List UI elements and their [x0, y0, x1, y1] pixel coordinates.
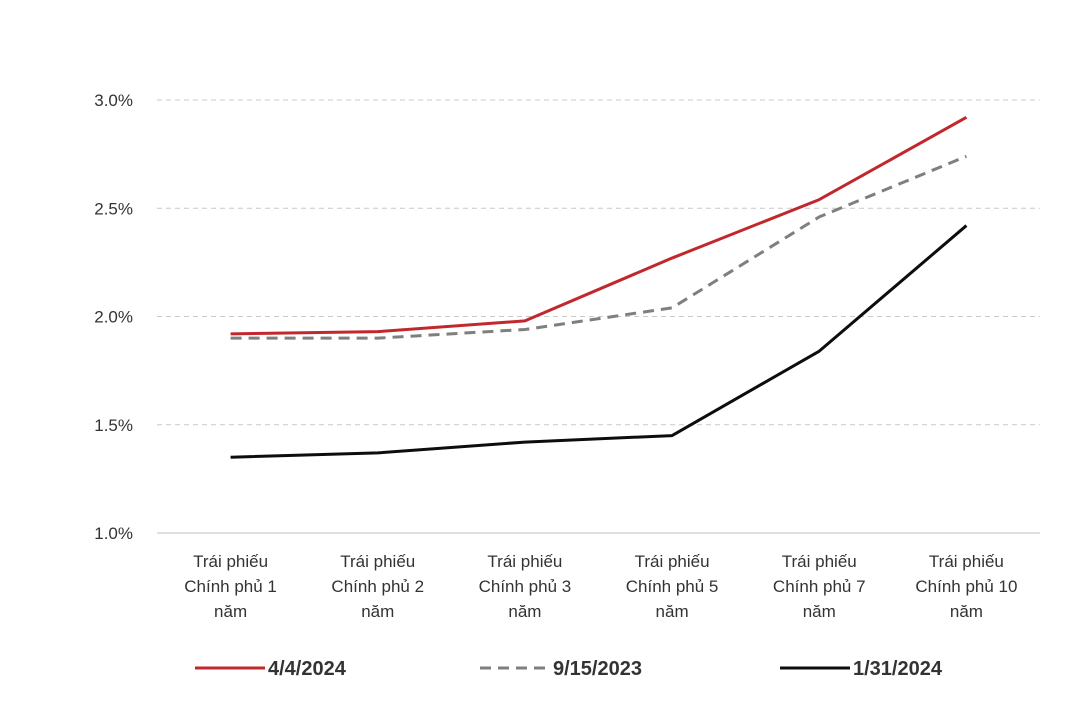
legend-item: 9/15/2023 — [480, 658, 642, 680]
x-category-label-line: Trái phiếu — [782, 552, 857, 571]
y-tick-label: 1.0% — [94, 524, 133, 543]
x-category-label-line: Chính phủ 5 — [626, 577, 719, 596]
x-category-label-line: năm — [214, 602, 247, 621]
x-category-label-line: Chính phủ 1 — [184, 577, 277, 596]
y-tick-label: 3.0% — [94, 91, 133, 110]
x-category-label: Trái phiếu Chính phủ 7 năm — [773, 552, 866, 621]
x-category-label-line: năm — [950, 602, 983, 621]
x-category-label-line: Trái phiếu — [929, 552, 1004, 571]
series-line-4-4-2024 — [230, 116, 968, 336]
legend-item: 4/4/2024 — [195, 658, 347, 680]
x-category-label: Trái phiếu Chính phủ 5 năm — [626, 552, 719, 621]
x-axis-categories: Trái phiếu Chính phủ 1 năm Trái phiếu Chính … — [184, 552, 1017, 621]
legend-label: 4/4/2024 — [268, 658, 347, 680]
series-lines — [230, 116, 968, 459]
legend-item: 1/31/2024 — [780, 658, 943, 680]
x-category-label-line: năm — [508, 602, 541, 621]
series-line-9-15-2023 — [230, 154, 967, 340]
x-category-label-line: Trái phiếu — [635, 552, 710, 571]
x-category-label-line: Trái phiếu — [487, 552, 562, 571]
x-category-label-line: Chính phủ 2 — [331, 577, 424, 596]
y-tick-label: 2.5% — [94, 199, 133, 218]
x-category-label-line: Chính phủ 7 — [773, 577, 866, 596]
x-category-label: Trái phiếu Chính phủ 3 năm — [479, 552, 572, 621]
x-category-label: Trái phiếu Chính phủ 2 năm — [331, 552, 424, 621]
x-category-label: Trái phiếu Chính phủ 10 năm — [915, 552, 1017, 621]
x-category-label-line: Trái phiếu — [340, 552, 415, 571]
x-category-label-line: Chính phủ 3 — [479, 577, 572, 596]
series-line-1-31-2024 — [230, 224, 968, 459]
legend-label: 9/15/2023 — [553, 658, 642, 680]
y-axis-ticks: 3.0% 2.5% 2.0% 1.5% 1.0% — [94, 91, 133, 543]
x-category-label-line: Trái phiếu — [193, 552, 268, 571]
x-category-label: Trái phiếu Chính phủ 1 năm — [184, 552, 277, 621]
legend: 4/4/2024 9/15/2023 1/31/2024 — [195, 658, 943, 680]
x-category-label-line: năm — [803, 602, 836, 621]
y-tick-label: 2.0% — [94, 308, 133, 327]
y-tick-label: 1.5% — [94, 416, 133, 435]
x-category-label-line: năm — [656, 602, 689, 621]
legend-label: 1/31/2024 — [853, 658, 943, 680]
gridlines — [157, 99, 1040, 534]
x-category-label-line: Chính phủ 10 — [915, 577, 1017, 596]
x-category-label-line: năm — [361, 602, 394, 621]
